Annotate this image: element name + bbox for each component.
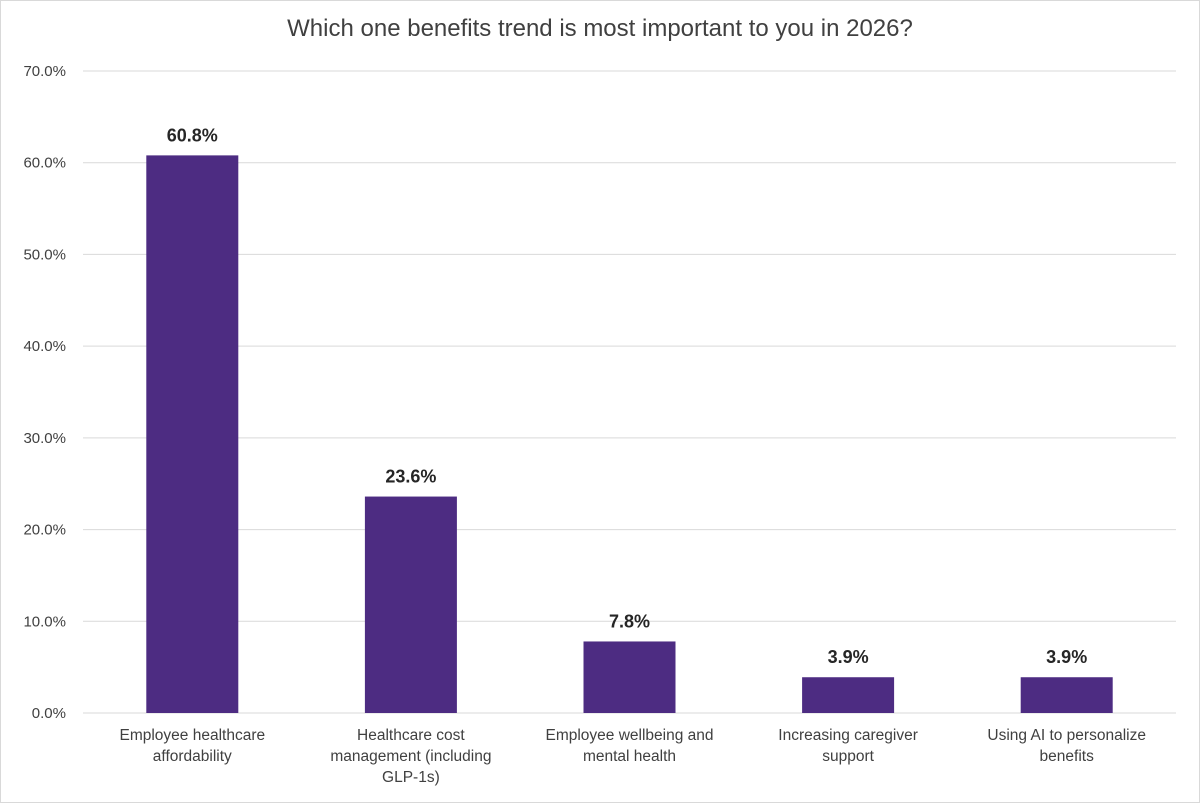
x-tick-label: Healthcare cost management (including GLP-…	[330, 727, 491, 786]
x-tick-label: Employee wellbeing and mental health	[545, 727, 713, 765]
y-tick-label: 20.0%	[23, 522, 66, 539]
x-tick-label-line: Healthcare cost	[357, 727, 465, 744]
y-tick-label: 0.0%	[32, 705, 66, 722]
y-tick-label: 40.0%	[23, 338, 66, 355]
bar	[583, 641, 676, 713]
y-tick-label: 10.0%	[23, 613, 66, 630]
x-tick-label-line: Employee wellbeing and	[545, 727, 713, 744]
data-label: 3.9%	[1046, 647, 1087, 667]
x-tick-label-line: Using AI to personalize	[987, 727, 1146, 744]
data-label: 3.9%	[828, 647, 869, 667]
y-tick-label: 50.0%	[23, 246, 66, 263]
data-label: 60.8%	[167, 125, 218, 145]
y-tick-label: 60.0%	[23, 155, 66, 172]
x-tick-label: Increasing caregiver support	[778, 727, 918, 765]
chart-title: Which one benefits trend is most importa…	[287, 15, 913, 42]
x-tick-label-line: management (including	[330, 748, 491, 765]
x-tick-label-line: Employee healthcare	[119, 727, 265, 744]
data-label: 7.8%	[609, 611, 650, 631]
x-tick-label: Using AI to personalize benefits	[987, 727, 1146, 765]
x-tick-label-line: mental health	[583, 748, 676, 765]
bar	[1020, 677, 1113, 713]
y-tick-label: 70.0%	[23, 63, 66, 80]
x-tick-label-line: benefits	[1040, 748, 1095, 765]
x-tick-label-line: support	[822, 748, 874, 765]
bar	[364, 496, 457, 713]
x-tick-label-line: Increasing caregiver	[778, 727, 918, 744]
data-label: 23.6%	[385, 467, 436, 487]
bar	[802, 677, 895, 713]
x-tick-label-line: GLP-1s)	[382, 769, 440, 786]
x-tick-label: Employee healthcare affordability	[119, 727, 265, 765]
bar	[146, 155, 239, 713]
y-tick-label: 30.0%	[23, 430, 66, 447]
x-tick-label-line: affordability	[153, 748, 232, 765]
